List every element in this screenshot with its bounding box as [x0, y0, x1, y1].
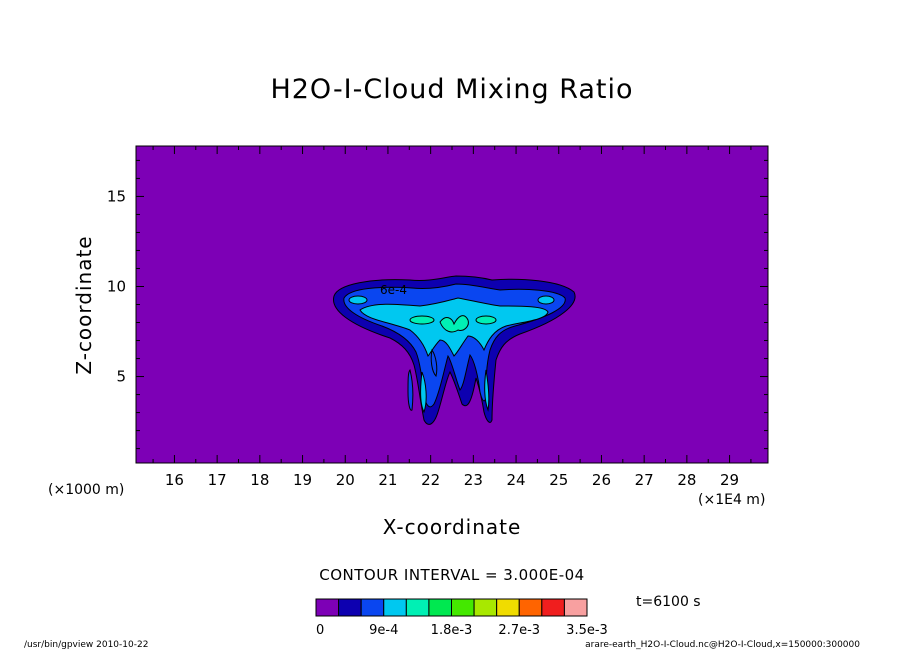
- contour-blob-far-left: [348, 295, 368, 305]
- contour-streak-4: [430, 348, 438, 377]
- time-label: t=6100 s: [636, 594, 701, 610]
- colorbar-swatch: [541, 598, 565, 617]
- x-axis-label: X-coordinate: [382, 515, 522, 539]
- x-unit-right-label: (×1E4 m): [698, 492, 766, 508]
- contour-streak-2: [420, 371, 427, 414]
- cloud-contours: [333, 275, 576, 425]
- footer-right-text: arare-earth_H2O-I-Cloud.nc@H2O-I-Cloud,x…: [585, 640, 860, 650]
- y-tick-label: 15: [107, 187, 126, 205]
- x-tick-label: 23: [464, 471, 483, 489]
- contour-interval-label: CONTOUR INTERVAL = 3.000E-04: [319, 566, 585, 584]
- x-tick-label: 18: [250, 471, 269, 489]
- colorbar-label: 2.7e-3: [498, 623, 540, 638]
- x-tick-label: 26: [592, 471, 611, 489]
- x-tick-label: 29: [720, 471, 739, 489]
- colorbar-swatch: [563, 598, 588, 617]
- x-tick-label: 28: [677, 471, 696, 489]
- x-tick-label: 20: [336, 471, 355, 489]
- x-tick-label: 24: [507, 471, 526, 489]
- contour-blob-left: [409, 315, 435, 325]
- contour-streak-1: [407, 369, 414, 411]
- colorbar-swatch: [496, 598, 520, 617]
- contour-blob-right: [475, 315, 497, 325]
- contour-streak-3: [484, 369, 490, 412]
- contour-level-4: [439, 315, 469, 333]
- colorbar-swatch: [518, 598, 543, 617]
- colorbar: 0 9e-4 1.8e-3 2.7e-3 3.5e-3: [315, 598, 608, 638]
- colorbar-swatch: [383, 598, 407, 617]
- colorbar-swatch: [473, 598, 498, 617]
- colorbar-swatch: [338, 598, 362, 617]
- footer-left-text: /usr/bin/gpview 2010-10-22: [24, 640, 149, 650]
- chart-title: H2O-I-Cloud Mixing Ratio: [270, 74, 634, 105]
- y-tick-label: 10: [107, 277, 126, 295]
- x-tick-label: 22: [421, 471, 440, 489]
- contour-blob-far-right: [537, 295, 555, 305]
- x-tick-label: 19: [293, 471, 312, 489]
- colorbar-swatch: [360, 598, 385, 617]
- colorbar-label: 3.5e-3: [566, 623, 608, 638]
- contour-value-label: 6e-4: [380, 283, 407, 297]
- colorbar-label: 9e-4: [369, 623, 398, 638]
- x-tick-label: 16: [165, 471, 184, 489]
- colorbar-label: 1.8e-3: [431, 623, 473, 638]
- colorbar-label: 0: [316, 623, 324, 638]
- x-ticks: 16 17 18 19 20 21 22 23 24 25 26 27 28 29: [152, 146, 752, 489]
- x-tick-label: 25: [549, 471, 568, 489]
- colorbar-swatch: [315, 598, 340, 617]
- x-tick-label: 21: [378, 471, 397, 489]
- y-tick-label: 5: [116, 368, 126, 386]
- colorbar-swatch: [405, 598, 430, 617]
- colorbar-swatch: [428, 598, 452, 617]
- x-tick-label: 17: [208, 471, 227, 489]
- x-tick-label: 27: [635, 471, 654, 489]
- colorbar-swatch: [451, 598, 475, 617]
- x-unit-left-label: (×1000 m): [48, 482, 125, 498]
- y-ticks: 5 10 15: [107, 159, 768, 450]
